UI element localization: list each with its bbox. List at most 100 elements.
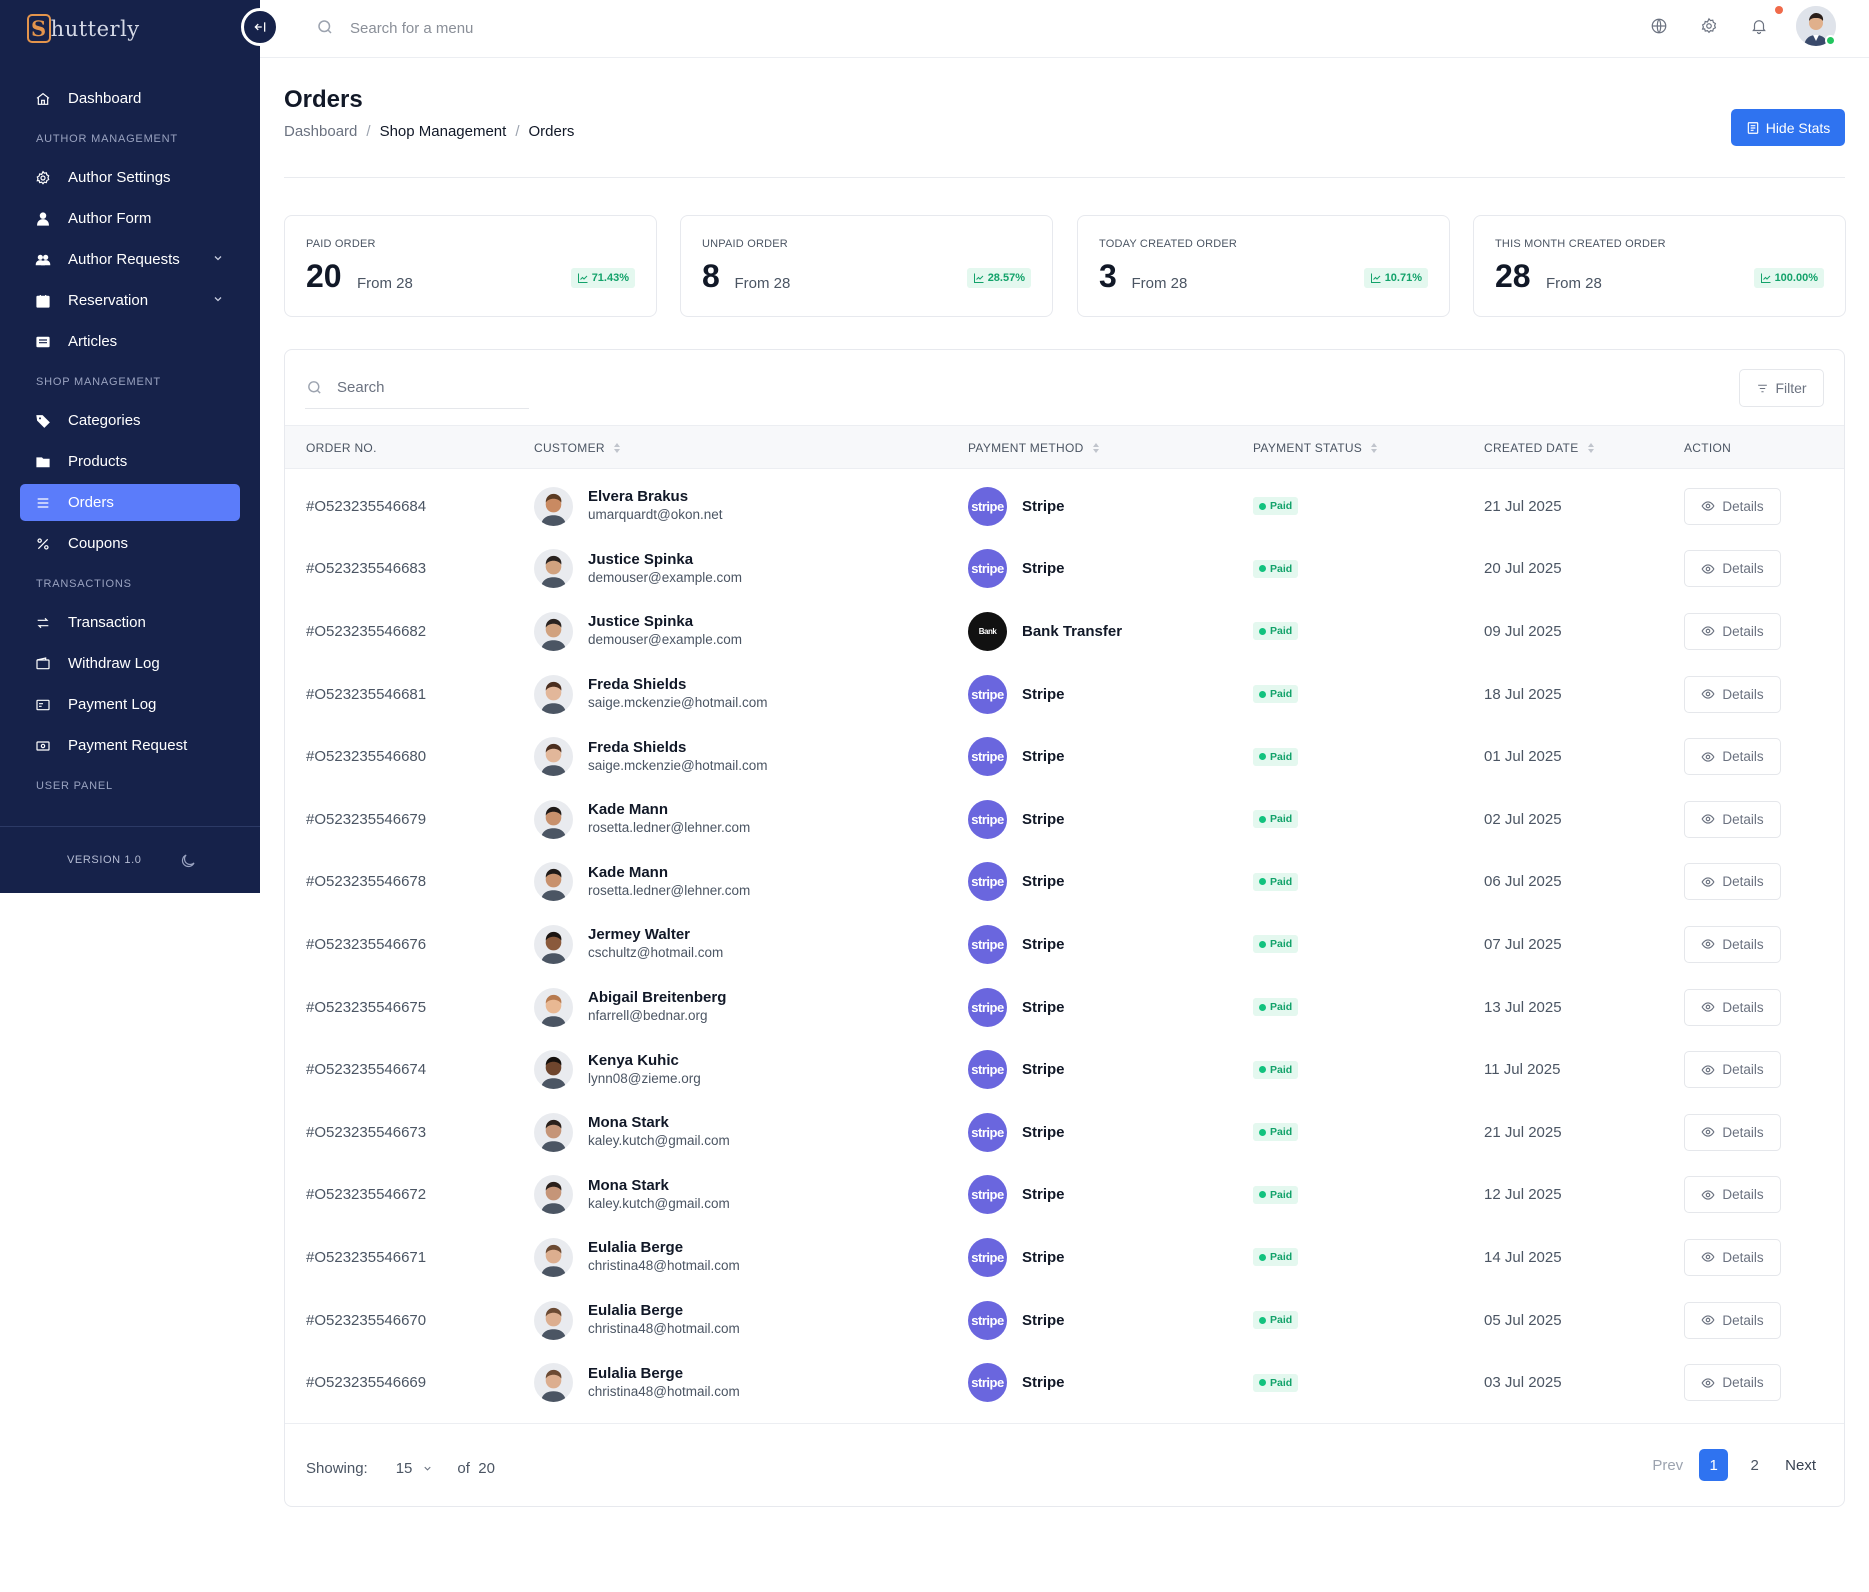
details-button[interactable]: Details (1684, 487, 1781, 525)
customer-cell: Justice Spinka demouser@example.com (534, 538, 742, 601)
status-dot (1259, 565, 1266, 573)
table-row: #O523235546669 Eulalia Berge christina48@h… (285, 1351, 1844, 1414)
table-row: #O523235546670 Eulalia Berge christina48@h… (285, 1289, 1844, 1352)
stat-card-paid-order: PAID ORDER 20 From 28 71.43% (284, 215, 657, 317)
payment-status-cell: Paid (1253, 1101, 1299, 1164)
details-button[interactable]: Details (1684, 925, 1781, 963)
orders-search-input[interactable] (337, 373, 507, 401)
payment-method-name: Stripe (1022, 1311, 1065, 1329)
status-dot (1259, 1066, 1266, 1074)
page-2-button[interactable]: 2 (1750, 1456, 1759, 1474)
breadcrumb-shop-management[interactable]: Shop Management (379, 123, 507, 140)
order-number: #O523235546672 (306, 1186, 427, 1204)
payment-method-cell: stripe Stripe (968, 663, 1065, 726)
payment-method-cell: stripe Stripe (968, 1226, 1065, 1289)
created-date: 18 Jul 2025 (1484, 685, 1562, 703)
details-button[interactable]: Details (1684, 988, 1781, 1026)
avatar (534, 1300, 573, 1340)
details-button[interactable]: Details (1684, 612, 1781, 650)
customer-cell: Freda Shields saige.mckenzie@hotmail.com (534, 663, 768, 726)
sidebar-item-payment-request[interactable]: Payment Request (20, 727, 240, 764)
sidebar-item-payment-log[interactable]: Payment Log (20, 686, 240, 723)
showing-label: Showing: (306, 1460, 368, 1477)
details-button[interactable]: Details (1684, 863, 1781, 901)
column-payment-method[interactable]: PAYMENT METHOD (968, 441, 1100, 455)
breadcrumb-separator: / (515, 123, 520, 140)
next-page-button[interactable]: Next (1785, 1456, 1816, 1474)
sidebar-item-author-requests[interactable]: Author Requests (20, 241, 240, 278)
customer-cell: Mona Stark kaley.kutch@gmail.com (534, 1164, 730, 1227)
trend-up-icon (1370, 273, 1381, 283)
details-button[interactable]: Details (1684, 800, 1781, 838)
wallet-icon (34, 655, 52, 673)
user-avatar[interactable] (1796, 6, 1836, 46)
order-number: #O523235546675 (306, 998, 427, 1016)
sidebar-item-label: Transaction (68, 614, 146, 631)
table-row: #O523235546678 Kade Mann rosetta.ledner@le… (285, 851, 1844, 914)
sidebar-item-withdraw-log[interactable]: Withdraw Log (20, 645, 240, 682)
status-badge: Paid (1253, 497, 1299, 516)
sidebar-item-dashboard[interactable]: Dashboard (20, 80, 240, 117)
created-date: 01 Jul 2025 (1484, 748, 1562, 766)
user-icon (34, 210, 52, 228)
status-dot (1259, 502, 1266, 510)
page-1-button[interactable]: 1 (1699, 1449, 1729, 1481)
payment-method-name: Stripe (1022, 1248, 1065, 1266)
per-page-select[interactable]: 15 (396, 1460, 434, 1477)
order-number: #O523235546674 (306, 1061, 427, 1079)
sidebar-nav: Dashboard AUTHOR MANAGEMENT Author Setting… (0, 80, 260, 806)
breadcrumb-dashboard[interactable]: Dashboard (284, 123, 358, 140)
eye-icon (1701, 1127, 1715, 1137)
sidebar-item-transaction[interactable]: Transaction (20, 604, 240, 641)
avatar (534, 799, 573, 839)
bell-icon[interactable] (1750, 17, 1770, 37)
stripe-logo-icon: stripe (968, 674, 1007, 714)
column-customer[interactable]: CUSTOMER (534, 441, 621, 455)
payment-status-cell: Paid (1253, 1289, 1299, 1352)
details-button[interactable]: Details (1684, 1301, 1781, 1339)
payment-status-cell: Paid (1253, 1226, 1299, 1289)
eye-icon (1701, 939, 1715, 950)
sidebar-item-author-form[interactable]: Author Form (20, 200, 240, 237)
status-badge: Paid (1253, 1373, 1299, 1392)
globe-icon[interactable] (1650, 17, 1670, 37)
details-button[interactable]: Details (1684, 1051, 1781, 1089)
sidebar-collapse-button[interactable] (241, 8, 279, 46)
prev-page-button[interactable]: Prev (1652, 1456, 1684, 1474)
sidebar-item-orders[interactable]: Orders (20, 484, 240, 521)
details-button[interactable]: Details (1684, 1176, 1781, 1214)
details-button[interactable]: Details (1684, 550, 1781, 588)
moon-icon[interactable] (179, 852, 197, 870)
sidebar-item-products[interactable]: Products (20, 443, 240, 480)
sidebar-item-reservation[interactable]: Reservation (20, 282, 240, 319)
sidebar-item-label: Author Requests (68, 251, 180, 268)
payment-method-name: Stripe (1022, 935, 1065, 953)
filter-button[interactable]: Filter (1739, 369, 1824, 407)
customer-name: Abigail Breitenberg (588, 989, 727, 1007)
search-icon (316, 18, 334, 36)
gear-icon[interactable] (1700, 17, 1720, 37)
hide-stats-button[interactable]: Hide Stats (1731, 109, 1845, 146)
details-button[interactable]: Details (1684, 1364, 1781, 1402)
stat-card-today-created-order: TODAY CREATED ORDER 3 From 28 10.71% (1077, 215, 1450, 317)
status-badge: Paid (1253, 1060, 1299, 1079)
sidebar-item-coupons[interactable]: Coupons (20, 525, 240, 562)
details-button[interactable]: Details (1684, 1238, 1781, 1276)
sidebar-item-label: Orders (68, 494, 114, 511)
sidebar-item-articles[interactable]: Articles (20, 323, 240, 360)
article-icon (34, 333, 52, 351)
details-button[interactable]: Details (1684, 675, 1781, 713)
column-created-date[interactable]: CREATED DATE (1484, 441, 1595, 455)
menu-search-input[interactable] (350, 14, 650, 42)
sidebar-item-author-settings[interactable]: Author Settings (20, 159, 240, 196)
sort-icon (1587, 443, 1594, 453)
stat-from: From 28 (357, 275, 413, 292)
eye-icon (1701, 1377, 1715, 1388)
details-button[interactable]: Details (1684, 738, 1781, 776)
column-payment-status[interactable]: PAYMENT STATUS (1253, 441, 1378, 455)
details-button[interactable]: Details (1684, 1113, 1781, 1151)
customer-cell: Kade Mann rosetta.ledner@lehner.com (534, 788, 750, 851)
sidebar-item-categories[interactable]: Categories (20, 402, 240, 439)
customer-cell: Kenya Kuhic lynn08@zieme.org (534, 1038, 701, 1101)
